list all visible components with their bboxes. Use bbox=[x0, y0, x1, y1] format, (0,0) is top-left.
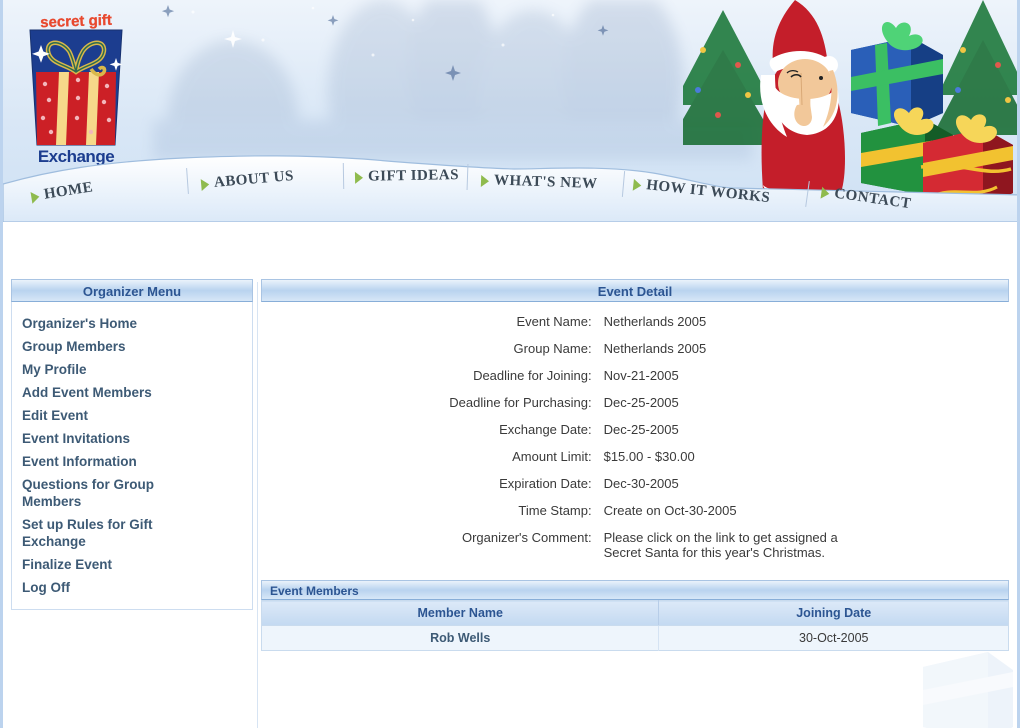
svg-text:secret gift: secret gift bbox=[40, 12, 112, 31]
